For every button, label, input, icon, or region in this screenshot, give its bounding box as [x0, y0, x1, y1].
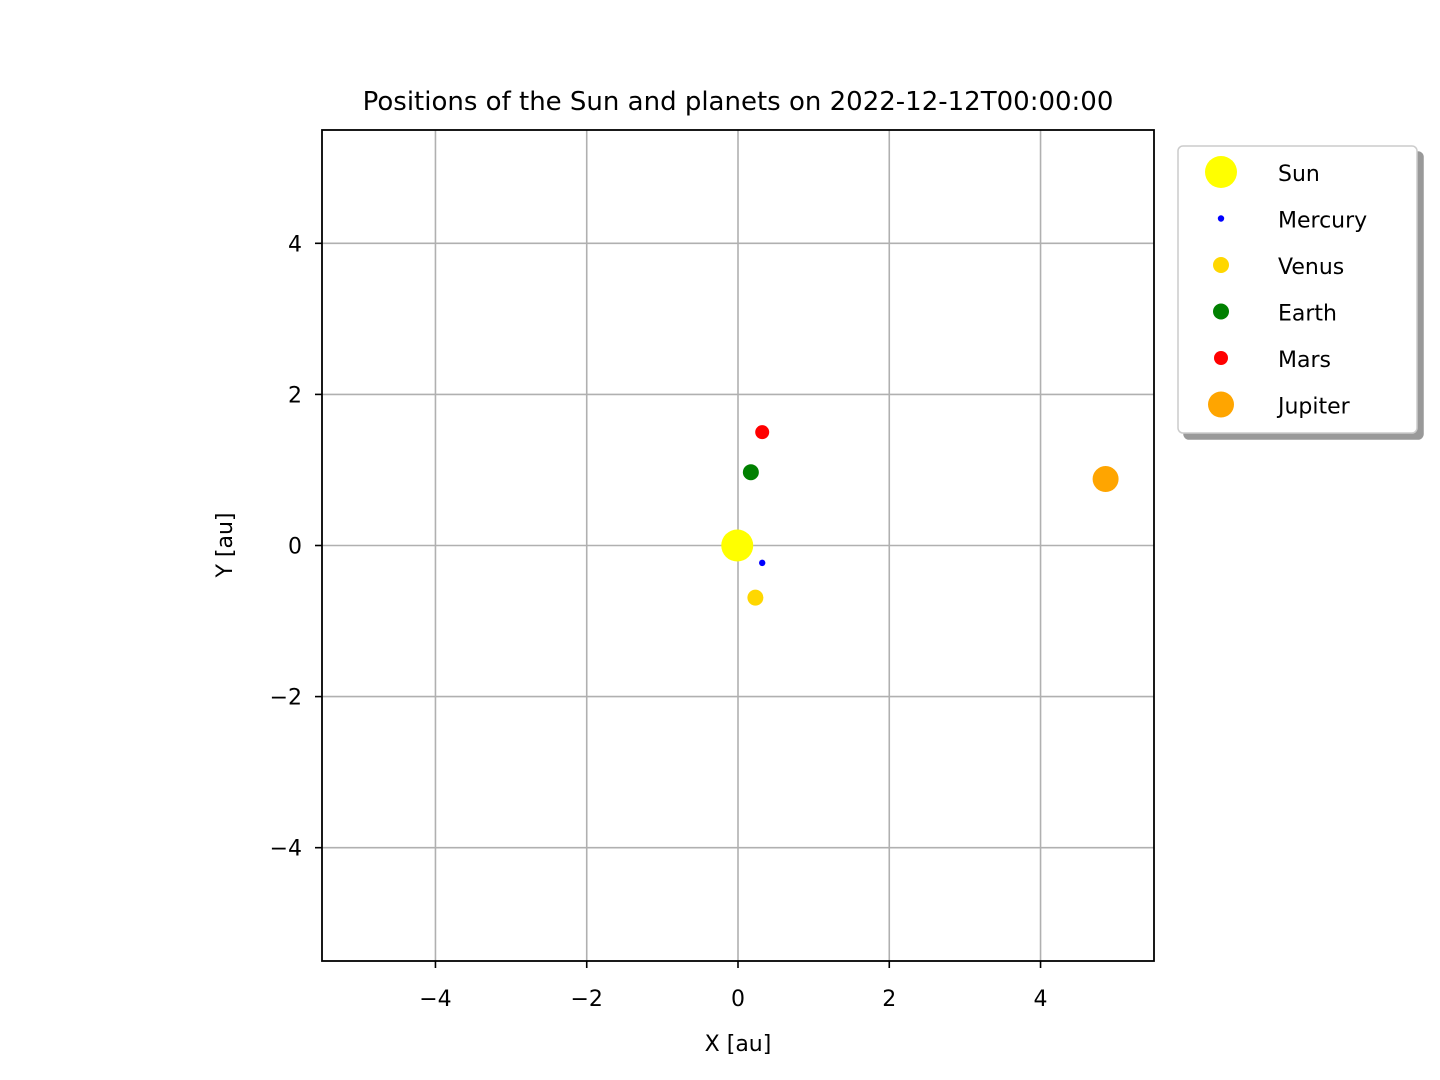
legend-box	[1177, 145, 1418, 434]
y-tick-label: 0	[288, 535, 302, 560]
x-tick-label: 4	[1034, 987, 1048, 1012]
x-axis-label: X [au]	[705, 1032, 772, 1057]
y-tick-label: −2	[270, 686, 302, 711]
legend-marker-mercury	[1217, 215, 1225, 222]
x-tick-label: 0	[731, 987, 745, 1012]
x-tick-label: −2	[571, 987, 603, 1012]
legend-marker-mars	[1214, 351, 1228, 365]
x-tick-label: 2	[882, 987, 896, 1012]
legend-label-mercury: Mercury	[1278, 209, 1367, 234]
point-venus	[747, 589, 764, 606]
axis-ticks: −4 −2 0 2 4 −4 −2 0 2 4	[270, 232, 1048, 1012]
y-tick-label: −4	[270, 837, 302, 862]
legend-label-mars: Mars	[1278, 348, 1331, 373]
y-axis-label: Y [au]	[213, 512, 238, 578]
x-tick-label: −4	[419, 987, 451, 1012]
point-earth	[742, 464, 759, 481]
y-tick-label: 4	[288, 232, 302, 257]
legend: Sun Mercury Venus Earth Mars Jupiter	[1177, 145, 1424, 440]
legend-marker-earth	[1213, 303, 1229, 320]
y-tick-label: 2	[288, 383, 302, 408]
point-mars	[755, 425, 770, 440]
legend-label-venus: Venus	[1278, 255, 1344, 280]
legend-marker-venus	[1213, 257, 1229, 273]
chart-title: Positions of the Sun and planets on 2022…	[363, 87, 1114, 117]
point-jupiter	[1092, 466, 1119, 493]
legend-label-earth: Earth	[1278, 302, 1337, 327]
point-mercury	[759, 559, 766, 567]
legend-items: Sun Mercury Venus Earth Mars Jupiter	[1205, 156, 1367, 420]
legend-marker-jupiter	[1208, 391, 1234, 418]
point-sun	[721, 529, 754, 562]
legend-label-jupiter: Jupiter	[1276, 395, 1351, 420]
legend-label-sun: Sun	[1278, 162, 1320, 187]
legend-marker-sun	[1205, 156, 1237, 188]
data-markers	[721, 425, 1119, 606]
